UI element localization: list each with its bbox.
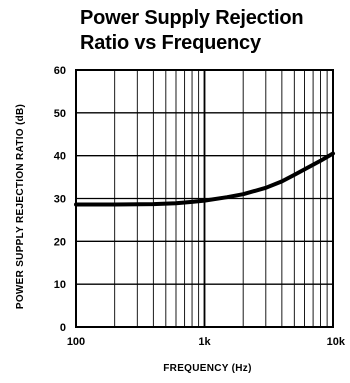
y-tick-label: 60 [54, 65, 66, 77]
plot-frame [75, 69, 334, 328]
x-tick-labels: 100 1k 10k [67, 336, 346, 348]
x-axis-title: FREQUENCY (Hz) [163, 363, 251, 374]
y-tick-label: 10 [54, 279, 66, 291]
y-tick-label: 30 [54, 194, 66, 206]
y-tick-label: 40 [54, 151, 66, 163]
x-tick-label: 1k [198, 336, 211, 348]
y-tick-label: 20 [54, 236, 66, 248]
y-tick-labels: 0 10 20 30 40 50 60 [54, 65, 66, 334]
chart-title-line-2: Ratio vs Frequency [80, 32, 261, 54]
x-tick-label: 10k [327, 336, 346, 348]
chart-title-line-1: Power Supply Rejection [80, 7, 304, 29]
x-tick-label: 100 [67, 336, 85, 348]
series-layer [74, 151, 335, 207]
y-axis-title: POWER SUPPLY REJECTION RATIO (dB) [15, 104, 26, 309]
y-tick-label: 0 [60, 322, 66, 334]
y-tick-label: 50 [54, 108, 66, 120]
chart-title: Power Supply Rejection Ratio vs Frequenc… [80, 6, 350, 56]
grid [75, 69, 334, 328]
series-line [74, 151, 335, 207]
